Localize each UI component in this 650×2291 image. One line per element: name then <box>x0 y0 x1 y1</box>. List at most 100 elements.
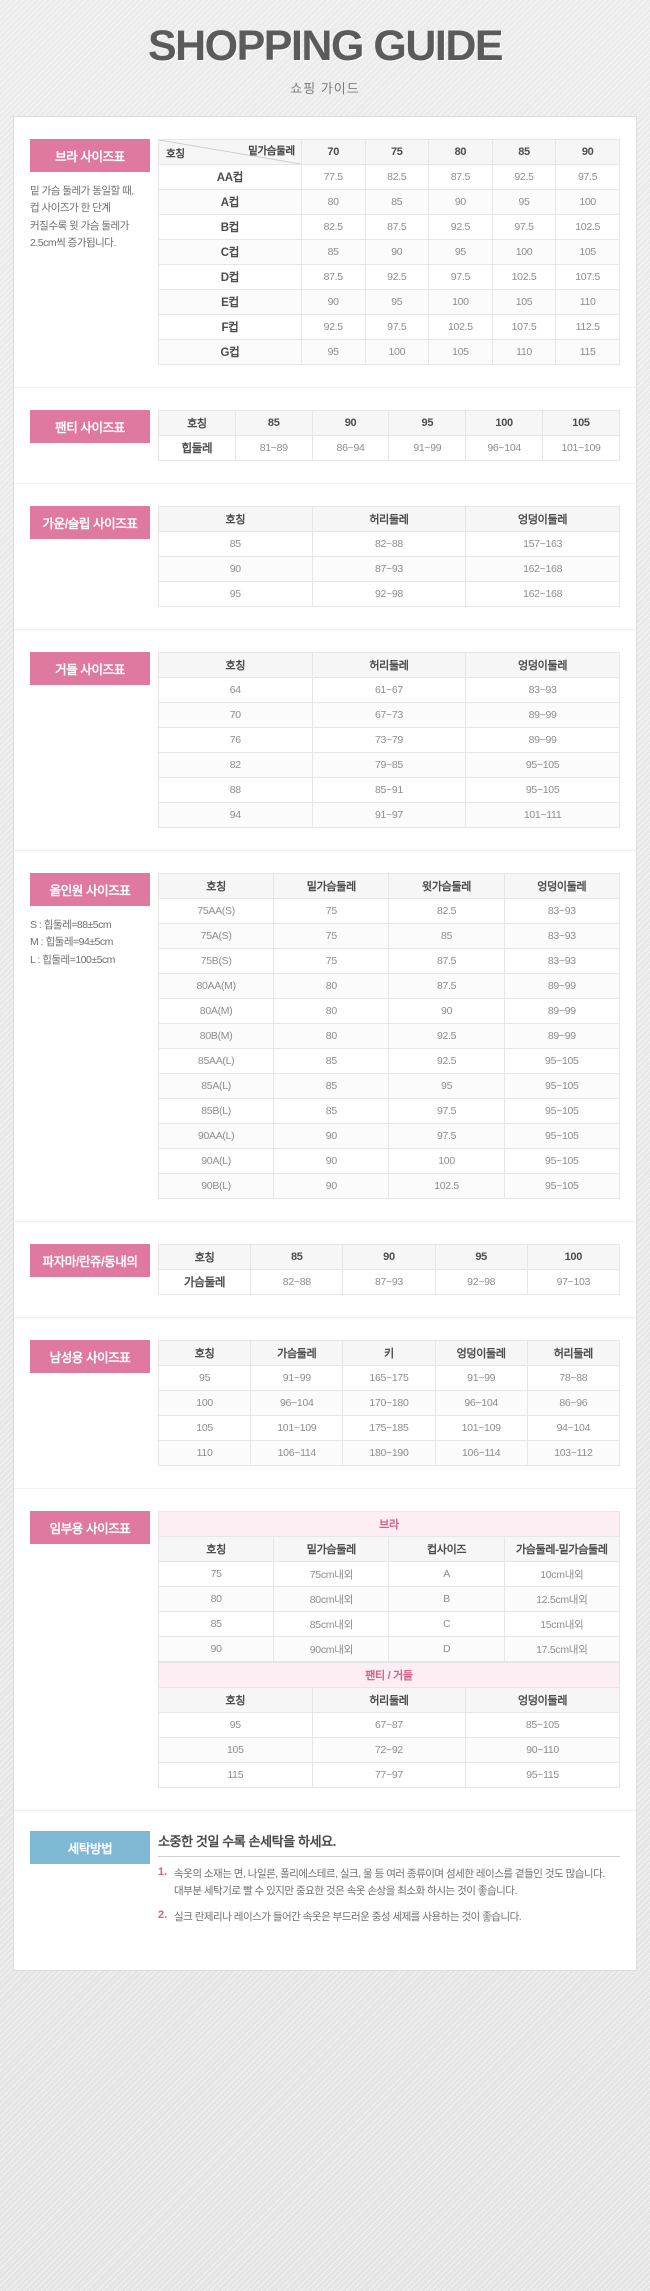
table-row: 85 82~88 157~163 <box>158 531 620 557</box>
table-cell: 94 <box>158 802 313 828</box>
girdle-table-wrap: 호칭 허리둘레 엉덩이둘레 64 61~67 83~93 70 67~73 89~99 76… <box>158 652 620 828</box>
content-sheet: 브라 사이즈표 밑 가슴 둘레가 동일할 때, 컵 사이즈가 한 단계 커질수록… <box>14 117 636 1971</box>
table-cell: 97.5 <box>388 1098 505 1124</box>
table-cell: 82.5 <box>300 214 366 240</box>
maternity-panty-table-body: 95 67~87 85~105 105 72~92 90~110 115 77~97 95~11… <box>158 1712 620 1788</box>
table-cell: 90A(L) <box>157 1148 275 1174</box>
column-header: 100 <box>465 410 544 436</box>
table-row: 85AA(L) 85 92.5 95~105 <box>157 1048 620 1074</box>
panty-side: 팬티 사이즈표 <box>30 410 158 443</box>
gown-side: 가운/슬립 사이즈표 <box>30 506 158 539</box>
table-cell: 17.5cm내외 <box>503 1636 620 1662</box>
column-header: 호칭 <box>158 1687 313 1713</box>
wash-item-line: 대부분 세탁기로 빨 수 있지만 중요한 것은 속옷 손상을 최소화 하시는 것… <box>174 1884 517 1897</box>
panty-table-body: 힙둘레 81~89 86~94 91~99 96~104 101~109 <box>158 435 620 461</box>
table-cell: 70 <box>158 702 313 728</box>
table-row: 80A(M) 80 90 89~99 <box>157 998 620 1024</box>
table-row: 90 90cm내외 D 17.5cm내외 <box>157 1636 620 1662</box>
table-cell: 64 <box>158 677 313 703</box>
row-header-cell: B컵 <box>158 214 302 240</box>
table-row: 100 96~104 170~180 96~104 86~96 <box>157 1390 620 1416</box>
pajama-side: 파자마/란쥬/동내의 <box>30 1244 158 1277</box>
table-cell: 92.5 <box>300 314 366 340</box>
table-cell: 87.5 <box>388 973 505 999</box>
table-header-row: 호칭 허리둘레 엉덩이둘레 <box>158 506 620 532</box>
table-cell: 115 <box>158 1762 313 1788</box>
table-cell: 90 <box>273 1173 390 1199</box>
table-cell: 106~114 <box>250 1440 344 1466</box>
table-cell: 75cm내외 <box>273 1561 390 1587</box>
section-girdle-size-chart: 거들 사이즈표 호칭 허리둘레 엉덩이둘레 64 61~67 83~93 70 67~7… <box>14 630 636 851</box>
table-cell: 95 <box>158 581 313 607</box>
table-cell: 87~93 <box>342 1269 436 1295</box>
girdle-side: 거들 사이즈표 <box>30 652 158 685</box>
column-header: 허리둘레 <box>311 506 467 532</box>
table-cell: 75 <box>273 898 390 924</box>
table-cell: 97~103 <box>526 1269 620 1295</box>
table-cell: 81~89 <box>234 435 313 461</box>
table-cell: 85 <box>364 189 430 215</box>
table-cell: 106~114 <box>434 1440 528 1466</box>
table-cell: 92.5 <box>388 1048 505 1074</box>
column-header: 100 <box>526 1244 620 1270</box>
section-maternity-size-chart: 임부용 사이즈표 브라 호칭 밑가슴둘레 컵사이즈 가슴둘레-밑가슴둘레 <box>14 1489 636 1811</box>
table-cell: 112.5 <box>555 314 620 340</box>
wash-side: 세탁방법 <box>30 1831 158 1864</box>
wash-item-line: 속옷의 소재는 면, 나일론, 폴리에스테르, 실크, 울 등 여러 종류이며 … <box>174 1868 605 1880</box>
panty-size-table: 호칭 85 90 95 100 105 힙둘레 81~89 86~94 91~99 96… <box>158 410 620 461</box>
table-cell: 94~104 <box>526 1415 620 1441</box>
column-header: 85 <box>491 139 557 165</box>
table-cell: 87.5 <box>388 948 505 974</box>
table-cell: 101~109 <box>250 1415 344 1441</box>
table-cell: 85 <box>300 239 366 265</box>
table-cell: 83~93 <box>503 948 620 974</box>
allinone-table-wrap: 호칭 밑가슴둘레 윗가슴둘레 엉덩이둘레 75AA(S) 75 82.5 83~93 7… <box>157 873 620 1199</box>
table-row: A컵 80 85 90 95 100 <box>158 189 620 215</box>
wash-item-text: 실크 란제리나 레이스가 들어간 속옷은 부드러운 중성 세제를 사용하는 것이… <box>174 1909 522 1926</box>
table-cell: 77.5 <box>300 164 366 190</box>
column-header: 70 <box>300 139 366 165</box>
column-header: 호칭 <box>157 873 275 899</box>
bra-side-note: 밑 가슴 둘레가 동일할 때, 컵 사이즈가 한 단계 커질수록 윗 가슴 둘레… <box>30 183 150 252</box>
table-cell: 89~99 <box>503 973 620 999</box>
table-row: 115 77~97 95~115 <box>158 1762 620 1788</box>
bra-section-tag: 브라 사이즈표 <box>30 139 150 172</box>
table-cell: 90 <box>273 1148 390 1174</box>
bra-side: 브라 사이즈표 밑 가슴 둘레가 동일할 때, 컵 사이즈가 한 단계 커질수록… <box>30 139 158 252</box>
wash-item: 1. 속옷의 소재는 면, 나일론, 폴리에스테르, 실크, 울 등 여러 종류… <box>158 1866 620 1900</box>
table-cell: 92.5 <box>491 164 557 190</box>
table-row: B컵 82.5 87.5 92.5 97.5 102.5 <box>158 214 620 240</box>
table-cell: 96~104 <box>465 435 544 461</box>
table-cell: 92~98 <box>434 1269 528 1295</box>
table-cell: 92~98 <box>311 581 467 607</box>
table-cell: 82~88 <box>250 1269 344 1295</box>
column-header: 80 <box>428 139 493 165</box>
column-header: 95 <box>388 410 467 436</box>
allinone-note-line: L : 힙둘레=100±5cm <box>30 953 115 966</box>
bra-table-wrap: 밑가슴둘레 호칭 70 75 80 85 90 AA컵 77.5 82.5 87.5 9… <box>158 139 620 365</box>
column-header: 허리둘레 <box>311 652 467 678</box>
table-cell: 67~73 <box>311 702 467 728</box>
table-cell: 86~96 <box>526 1390 620 1416</box>
table-cell: 80 <box>273 998 390 1024</box>
column-header: 컵사이즈 <box>388 1536 505 1562</box>
table-cell: 75A(S) <box>157 923 275 949</box>
table-row: 85 85cm내외 C 15cm내외 <box>157 1611 620 1637</box>
section-pajama-size-chart: 파자마/란쥬/동내의 호칭 85 90 95 100 가슴둘레 82~88 87~9… <box>14 1222 636 1318</box>
table-cell: 96~104 <box>434 1390 528 1416</box>
column-header: 105 <box>542 410 620 436</box>
allinone-size-table: 호칭 밑가슴둘레 윗가슴둘레 엉덩이둘레 75AA(S) 75 82.5 83~93 7… <box>157 873 620 1199</box>
mens-section-tag: 남성용 사이즈표 <box>30 1340 150 1373</box>
table-cell: 157~163 <box>465 531 620 557</box>
table-cell: 102.5 <box>388 1173 505 1199</box>
table-row: 105 101~109 175~185 101~109 94~104 <box>157 1415 620 1441</box>
table-cell: 175~185 <box>342 1415 436 1441</box>
table-cell: 95~105 <box>503 1073 620 1099</box>
table-cell: 180~190 <box>342 1440 436 1466</box>
table-cell: 107.5 <box>555 264 620 290</box>
table-cell: 100 <box>555 189 620 215</box>
column-header: 가슴둘레 <box>250 1340 344 1366</box>
table-cell: 100 <box>388 1148 505 1174</box>
table-cell: 101~111 <box>465 802 620 828</box>
column-header: 엉덩이둘레 <box>465 506 620 532</box>
